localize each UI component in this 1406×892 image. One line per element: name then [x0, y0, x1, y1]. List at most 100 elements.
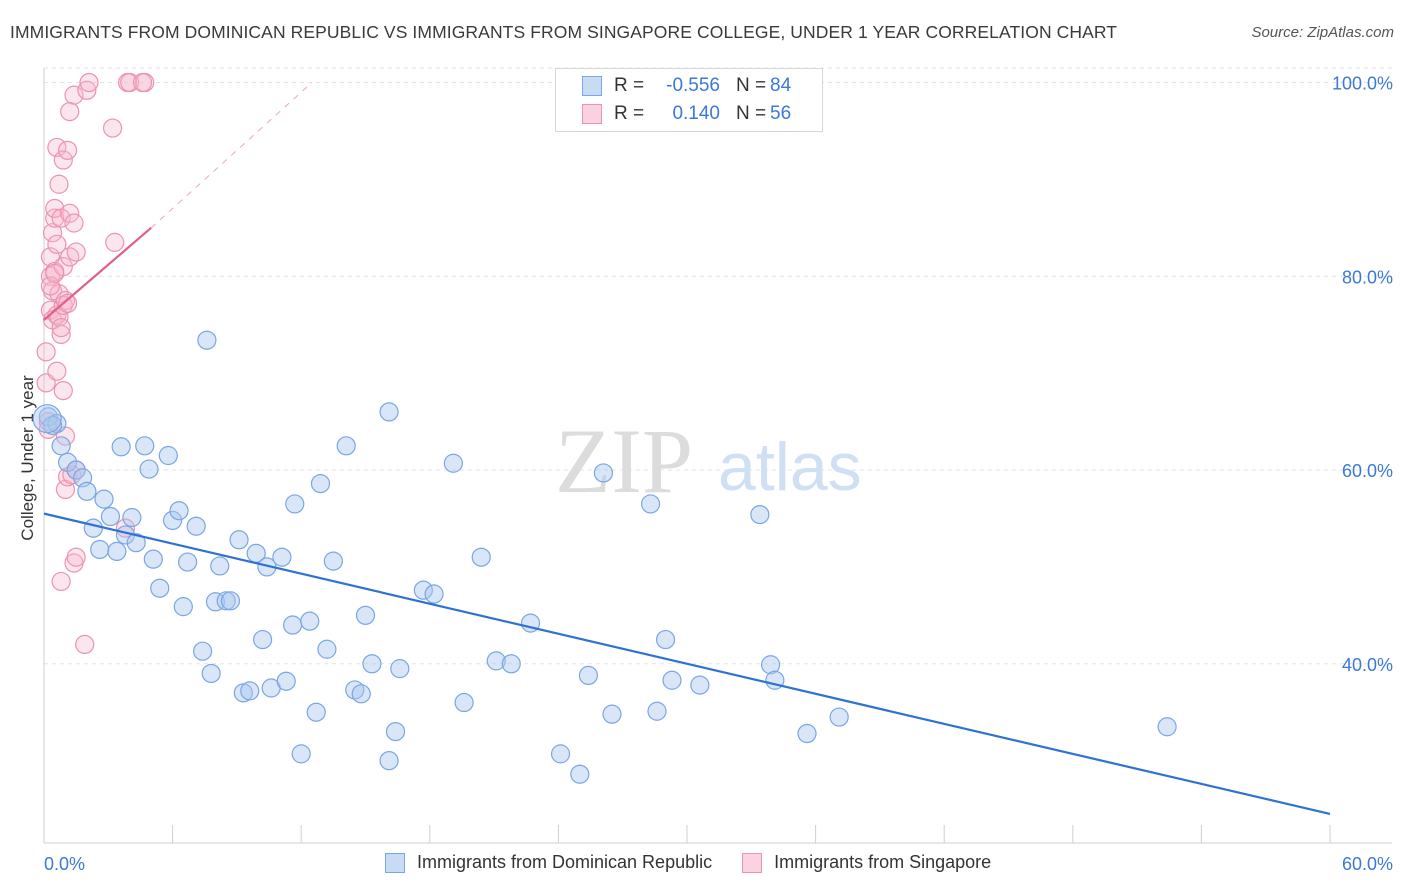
data-point-dominican [602, 704, 622, 724]
data-point-dominican [173, 597, 193, 617]
data-point-dominican [355, 605, 376, 625]
data-point-singapore [51, 318, 71, 338]
legend-row-singapore: R = 0.140 N = 56 [582, 102, 791, 126]
data-point-dominican [163, 510, 183, 531]
gridlines [44, 67, 1392, 665]
series-singapore-points [36, 72, 155, 655]
data-point-dominican [42, 415, 63, 436]
data-point-dominican [471, 547, 491, 567]
x-tick-label: 0.0% [44, 854, 85, 874]
data-point-dominican [240, 681, 260, 701]
data-point-dominican [253, 629, 273, 650]
series-legend: Immigrants from Dominican Republic Immig… [385, 852, 1021, 873]
data-point-singapore [57, 293, 78, 314]
data-point-dominican [797, 723, 817, 744]
trend-line-singapore-extension [150, 82, 313, 229]
data-point-dominican [310, 473, 331, 494]
legend-swatch-singapore [742, 852, 763, 873]
data-point-dominican [647, 701, 667, 721]
data-point-dominican [216, 591, 236, 611]
series-dominican-points [32, 330, 1177, 784]
data-point-dominican [111, 437, 131, 457]
data-point-dominican [317, 639, 337, 659]
source-label: Source: ZipAtlas.com [1251, 24, 1394, 41]
legend-n-value: 84 [770, 75, 792, 96]
data-point-dominican [362, 654, 382, 674]
legend-label-singapore: Immigrants from Singapore [774, 852, 992, 872]
data-point-dominican [323, 551, 343, 571]
trend-line-singapore [43, 227, 152, 321]
data-point-dominican [210, 556, 230, 576]
data-point-dominican [135, 436, 155, 456]
data-point-singapore [102, 118, 123, 138]
data-point-dominican [272, 547, 292, 567]
legend-label-dominican: Immigrants from Dominican Republic [417, 852, 713, 872]
data-point-dominican [829, 707, 849, 727]
legend-row-dominican: R = -0.556 N = 84 [582, 74, 791, 98]
data-point-dominican [32, 404, 62, 434]
legend-r-label: R = [614, 103, 645, 124]
y-tick-label: 100.0% [1332, 74, 1393, 94]
data-point-singapore [40, 276, 61, 296]
data-point-dominican [150, 578, 170, 598]
data-point-singapore [47, 234, 67, 254]
legend-n-label: N = [736, 75, 767, 96]
data-point-singapore [77, 80, 97, 100]
legend-swatch-singapore [582, 104, 602, 124]
trend-line-dominican [43, 512, 1331, 816]
data-point-singapore [45, 198, 65, 219]
chart-title: IMMIGRANTS FROM DOMINICAN REPUBLIC VS IM… [10, 22, 1118, 42]
data-point-dominican [51, 436, 71, 456]
legend-r-value: -0.556 [666, 75, 720, 96]
data-point-dominican [126, 533, 146, 553]
data-point-dominican [501, 654, 521, 674]
tick-labels: 40.0% 60.0% 80.0% 100.0% 0.0% 60.0% [44, 74, 1393, 874]
data-point-dominican [283, 615, 303, 635]
data-point-dominican [578, 665, 599, 686]
data-point-dominican [66, 460, 86, 480]
data-point-dominican [169, 501, 189, 521]
trend-lines [43, 82, 1331, 816]
x-tick-label: 60.0% [1342, 854, 1393, 874]
data-point-singapore [66, 547, 86, 567]
data-point-dominican [443, 453, 463, 473]
data-point-dominican [390, 659, 410, 679]
data-point-dominican [186, 516, 206, 536]
data-point-dominican [306, 702, 326, 722]
data-point-dominican [77, 481, 97, 501]
data-point-dominican [662, 670, 682, 690]
legend-swatch-dominican [385, 852, 405, 873]
data-point-dominican [486, 651, 506, 671]
data-point-dominican [90, 539, 110, 560]
data-point-dominican [454, 692, 474, 713]
data-point-dominican [593, 463, 614, 483]
legend-n-label: N = [736, 103, 767, 124]
data-point-singapore [66, 242, 86, 262]
data-point-singapore [132, 72, 153, 93]
legend-r-value: 0.140 [672, 103, 720, 124]
data-point-dominican [143, 549, 163, 569]
data-point-singapore [57, 140, 78, 160]
data-point-dominican [197, 330, 217, 350]
data-point-dominican [300, 611, 320, 631]
y-tick-label: 40.0% [1342, 655, 1393, 675]
data-point-singapore [51, 571, 71, 592]
legend-item-singapore[interactable]: Immigrants from Singapore [742, 852, 991, 873]
data-point-dominican [285, 494, 305, 514]
data-point-dominican [229, 530, 249, 550]
data-point-dominican [379, 751, 399, 771]
data-point-dominican [570, 764, 590, 784]
data-point-dominican [178, 552, 198, 572]
data-point-dominican [424, 584, 444, 604]
data-point-dominican [550, 744, 571, 764]
data-point-singapore [64, 213, 84, 233]
data-point-dominican [291, 744, 311, 764]
legend-item-dominican[interactable]: Immigrants from Dominican Republic [385, 852, 712, 873]
data-point-singapore [75, 634, 95, 655]
correlation-legend: R = -0.556 N = 84 R = 0.140 N = 56 [555, 68, 823, 132]
watermark-atlas: atlas [718, 429, 862, 505]
data-point-dominican [100, 506, 121, 527]
data-point-singapore [51, 324, 71, 345]
data-point-dominican [336, 436, 356, 456]
